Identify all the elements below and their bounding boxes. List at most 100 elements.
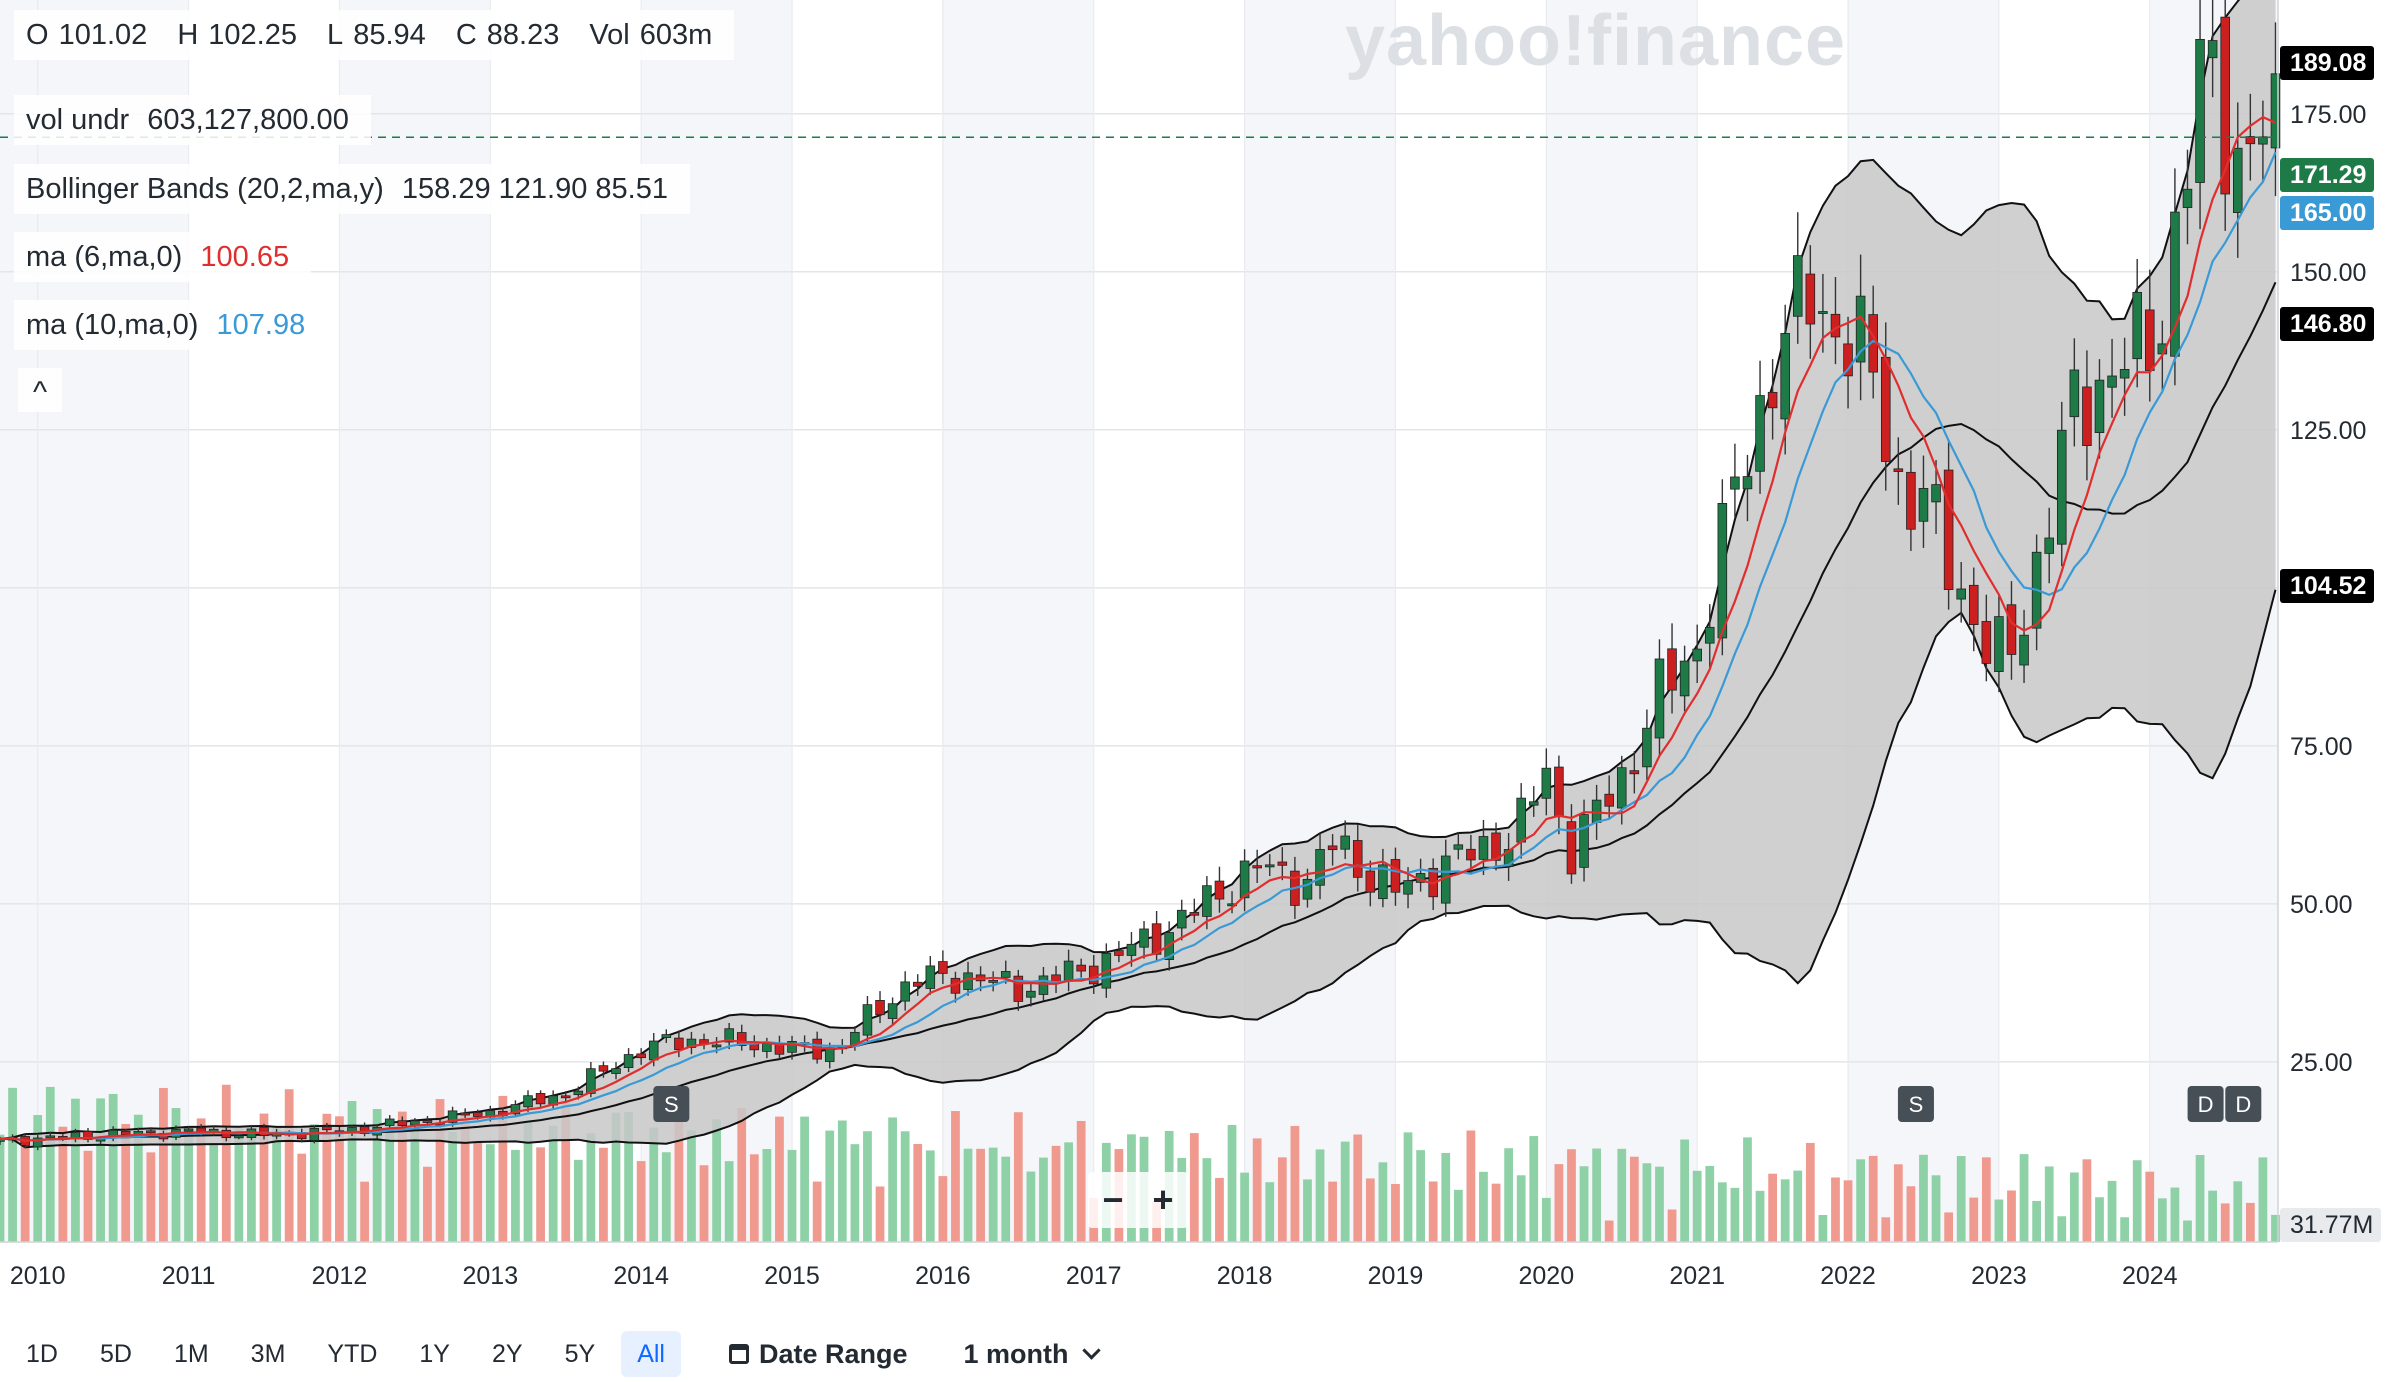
candle-body [1943,469,1954,590]
interval-dropdown[interactable]: 1 month [964,1339,1101,1370]
indicator-bollinger[interactable]: Bollinger Bands (20,2,ma,y) 158.29 121.9… [14,164,690,214]
candle-body [1151,923,1162,955]
volume-bar [448,1131,457,1242]
candle-body [736,1032,747,1047]
bollinger-upper-line [0,0,2241,1140]
candle-body [1390,859,1401,893]
split-marker[interactable]: S [1897,1086,1934,1122]
volume-bar [1290,1126,1300,1242]
candle-body [2069,369,2080,418]
candle-body [146,1130,156,1134]
candle-body [1214,880,1225,900]
volume-bar [335,1116,344,1242]
candle-body [2107,375,2117,388]
candle-body [322,1126,332,1131]
candle-body [2119,369,2130,379]
candle-body [1491,832,1501,861]
bollinger-lower-line [0,589,2277,1149]
vol-undr-value: 603,127,800.00 [147,104,349,136]
volume-bar [435,1099,445,1242]
candle-body [2082,386,2092,446]
volume-bar [1529,1136,1539,1242]
volume-bar [1805,1142,1815,1242]
range-all-button[interactable]: All [621,1331,681,1377]
collapse-indicators-button[interactable]: ^ [18,368,62,412]
candle-body [1189,912,1200,916]
candle-body [1340,835,1350,850]
range-5d-button[interactable]: 5D [99,1340,132,1368]
volume-bar [674,1106,684,1242]
volume-bar [536,1147,545,1242]
dividend-marker[interactable]: D [2187,1086,2224,1122]
volume-bar [1944,1212,1954,1242]
volume-bar [599,1147,608,1242]
range-3m-button[interactable]: 3M [250,1340,286,1368]
candle-body [1239,860,1250,899]
candle-body [1893,468,1904,472]
x-tick-label: 2014 [613,1262,669,1290]
candle-body [2220,16,2230,195]
x-tick-label: 2023 [1971,1262,2027,1290]
indicator-ma10[interactable]: ma (10,ma,0) 107.98 [14,300,328,350]
volume-bar [1906,1186,1916,1242]
range-5y-button[interactable]: 5Y [564,1340,596,1368]
volume-bar [762,1149,772,1242]
volume-bar [83,1150,93,1242]
high-label: H [177,19,199,51]
year-band [1244,0,1396,1242]
volume-bar [1692,1170,1702,1242]
bollinger-label: Bollinger Bands (20,2,ma,y) [26,173,384,205]
volume-bar [737,1108,747,1242]
date-range-button[interactable]: Date Range [728,1339,908,1370]
candle-body [447,1110,458,1123]
x-tick-label: 2018 [1217,1262,1273,1290]
volume-bar [2195,1155,2205,1242]
volume-bar [2245,1202,2255,1242]
volume-bar [221,1084,231,1242]
candle-body [120,1131,131,1136]
indicator-ma6[interactable]: ma (6,ma,0) 100.65 [14,232,312,282]
candle-body [1013,975,1024,1002]
volume-bar [976,1148,985,1242]
volume-bar [2145,1171,2155,1242]
volume-bar [1491,1183,1501,1242]
candle-body [1403,880,1413,895]
candle-body [1126,943,1137,956]
candle-body [1968,584,1979,625]
volume-bar [20,1137,30,1242]
range-ytd-button[interactable]: YTD [327,1340,378,1368]
volume-bar [247,1132,256,1242]
close-value: 88.23 [486,19,560,51]
volume-bar [925,1150,935,1242]
candle-body [1755,395,1765,472]
volume-bar [1277,1157,1287,1242]
volume-bar [1818,1215,1828,1242]
volume-bar [561,1100,571,1242]
candle-body [661,1034,672,1038]
y-tick-label: 125.00 [2290,417,2366,445]
volume-bar [2170,1187,2180,1242]
dividend-marker[interactable]: D [2225,1086,2262,1122]
candle-body [1818,311,1828,314]
candle-body [1981,621,1992,664]
candle-body [1642,727,1652,768]
volume-bar [2132,1160,2142,1242]
candle-body [1503,849,1514,867]
zoom-in-button[interactable]: + [1152,1179,1174,1220]
candle-body [1264,864,1275,868]
volume-bar [1856,1159,1865,1242]
candle-body [1541,767,1552,799]
volume-bar [1994,1199,2004,1242]
range-1y-button[interactable]: 1Y [419,1340,450,1368]
calendar-icon [728,1344,749,1364]
indicator-vol-undr[interactable]: vol undr 603,127,800.00 [14,95,371,145]
range-2y-button[interactable]: 2Y [492,1340,523,1368]
volume-bar [347,1101,357,1242]
split-marker[interactable]: S [653,1086,690,1122]
candle-body [2144,309,2155,371]
volume-bar [1315,1149,1325,1242]
range-1m-button[interactable]: 1M [173,1340,209,1368]
range-1d-button[interactable]: 1D [26,1340,58,1368]
zoom-out-button[interactable]: − [1102,1179,1124,1220]
y-tick-label: 75.00 [2290,733,2353,761]
